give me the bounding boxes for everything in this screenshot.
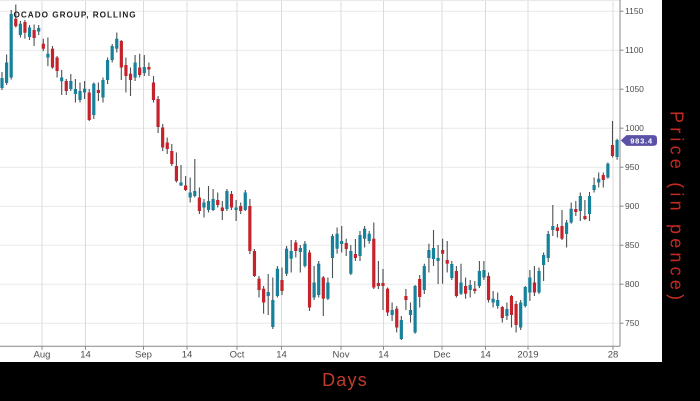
svg-text:14: 14 bbox=[276, 350, 287, 361]
svg-text:Nov: Nov bbox=[333, 350, 350, 361]
svg-text:800: 800 bbox=[625, 279, 639, 289]
svg-text:1050: 1050 bbox=[625, 84, 644, 94]
svg-text:750: 750 bbox=[625, 318, 639, 328]
svg-text:2019: 2019 bbox=[517, 350, 538, 361]
svg-text:950: 950 bbox=[625, 162, 639, 172]
svg-text:Aug: Aug bbox=[34, 350, 51, 361]
svg-text:1100: 1100 bbox=[625, 45, 644, 55]
svg-text:1000: 1000 bbox=[625, 123, 644, 133]
svg-text:850: 850 bbox=[625, 240, 639, 250]
svg-text:14: 14 bbox=[80, 350, 91, 361]
svg-text:983.4: 983.4 bbox=[630, 136, 653, 145]
svg-text:14: 14 bbox=[378, 350, 389, 361]
svg-text:Oct: Oct bbox=[230, 350, 245, 361]
svg-text:900: 900 bbox=[625, 201, 639, 211]
svg-text:OCADO GROUP, ROLLING: OCADO GROUP, ROLLING bbox=[14, 11, 137, 20]
svg-text:14: 14 bbox=[182, 350, 193, 361]
svg-text:1150: 1150 bbox=[625, 6, 644, 16]
svg-text:14: 14 bbox=[480, 350, 491, 361]
svg-text:Dec: Dec bbox=[434, 350, 451, 361]
svg-text:28: 28 bbox=[608, 350, 619, 361]
svg-text:Sep: Sep bbox=[135, 350, 152, 361]
